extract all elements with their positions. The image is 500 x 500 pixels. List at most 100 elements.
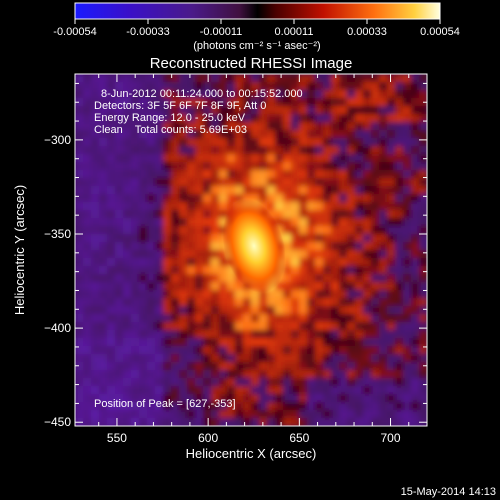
heatmap-cell [83,346,92,355]
heatmap-cell [419,274,427,283]
heatmap-cell [163,362,172,371]
heatmap-cell [147,234,156,243]
heatmap-cell [211,322,220,331]
heatmap-cell [347,362,356,371]
heatmap-cell [387,194,396,203]
heatmap-cell [203,330,212,339]
heatmap-cell [243,298,252,307]
heatmap-cell [99,82,108,91]
heatmap-cell [187,402,196,411]
heatmap-cell [331,202,340,211]
y-tick-labels: −300−350−400−450 [44,133,71,429]
heatmap-cell [355,146,364,155]
heatmap-cell [147,354,156,363]
heatmap-cell [299,290,308,299]
heatmap-cell [307,362,316,371]
heatmap-cell [107,386,116,395]
heatmap-cell [187,410,196,419]
heatmap-cell [259,114,268,123]
heatmap-cell [355,250,364,259]
heatmap-cell [91,138,100,147]
heatmap-cell [163,170,172,179]
heatmap-cell [91,170,100,179]
heatmap-cell [91,258,100,267]
heatmap-cell [291,330,300,339]
heatmap-cell [203,170,212,179]
heatmap-cell [203,154,212,163]
heatmap-cell [243,410,252,419]
heatmap-cell [387,74,396,83]
heatmap-cell [171,378,180,387]
heatmap-cell [211,266,220,275]
peak-position-label: Position of Peak = [627,-353] [94,398,236,410]
heatmap-cell [139,122,148,131]
heatmap-cell [115,370,124,379]
heatmap-cell [211,418,220,426]
heatmap-cell [131,138,140,147]
heatmap-cell [203,306,212,315]
heatmap-cell [267,202,276,211]
heatmap-cell [403,210,412,219]
heatmap-cell [147,210,156,219]
heatmap-cell [307,74,316,83]
heatmap-cell [83,274,92,283]
heatmap-cell [115,362,124,371]
heatmap-cell [211,210,220,219]
heatmap-cell [331,370,340,379]
heatmap-cell [363,178,372,187]
heatmap-cell [355,82,364,91]
heatmap-cell [331,130,340,139]
heatmap-cell [275,314,284,323]
heatmap-cell [235,106,244,115]
heatmap-cell [379,274,388,283]
heatmap-cell [339,258,348,267]
heatmap-cell [155,234,164,243]
heatmap-cell [107,378,116,387]
heatmap-cell [251,306,260,315]
heatmap-cell [99,170,108,179]
heatmap-cell [91,402,100,411]
heatmap-cell [115,282,124,291]
heatmap-cell [403,274,412,283]
heatmap-cell [219,162,228,171]
heatmap-cell [99,322,108,331]
heatmap-cell [235,130,244,139]
heatmap-cell [139,338,148,347]
heatmap-cell [283,314,292,323]
heatmap-cell [235,354,244,363]
heatmap-cell [235,370,244,379]
heatmap-cell [403,194,412,203]
heatmap-cell [299,250,308,259]
heatmap-cell [91,314,100,323]
heatmap-cell [155,194,164,203]
heatmap-cell [83,362,92,371]
heatmap-cell [203,378,212,387]
heatmap-cell [147,226,156,235]
info-clean-counts: Clean Total counts: 5.69E+03 [94,124,247,136]
heatmap-cell [371,354,380,363]
heatmap-cell [163,210,172,219]
heatmap-cell [171,154,180,163]
heatmap-cell [131,178,140,187]
heatmap-cell [235,330,244,339]
heatmap-cell [107,330,116,339]
heatmap-cell [99,122,108,131]
heatmap-cell [107,154,116,163]
colorbar-tick-label: 0.00011 [275,26,314,38]
heatmap-cell [211,146,220,155]
heatmap-cell [395,154,404,163]
heatmap-cell [379,402,388,411]
heatmap-cell [211,218,220,227]
heatmap-cell [227,314,236,323]
heatmap-cell [203,194,212,203]
heatmap-cell [163,306,172,315]
heatmap-cell [363,402,372,411]
heatmap-cell [331,274,340,283]
heatmap-cell [323,82,332,91]
heatmap-cell [195,122,204,131]
heatmap-cell [227,370,236,379]
heatmap-cell [379,362,388,371]
heatmap-cell [331,226,340,235]
heatmap-cell [291,354,300,363]
heatmap-cell [403,306,412,315]
